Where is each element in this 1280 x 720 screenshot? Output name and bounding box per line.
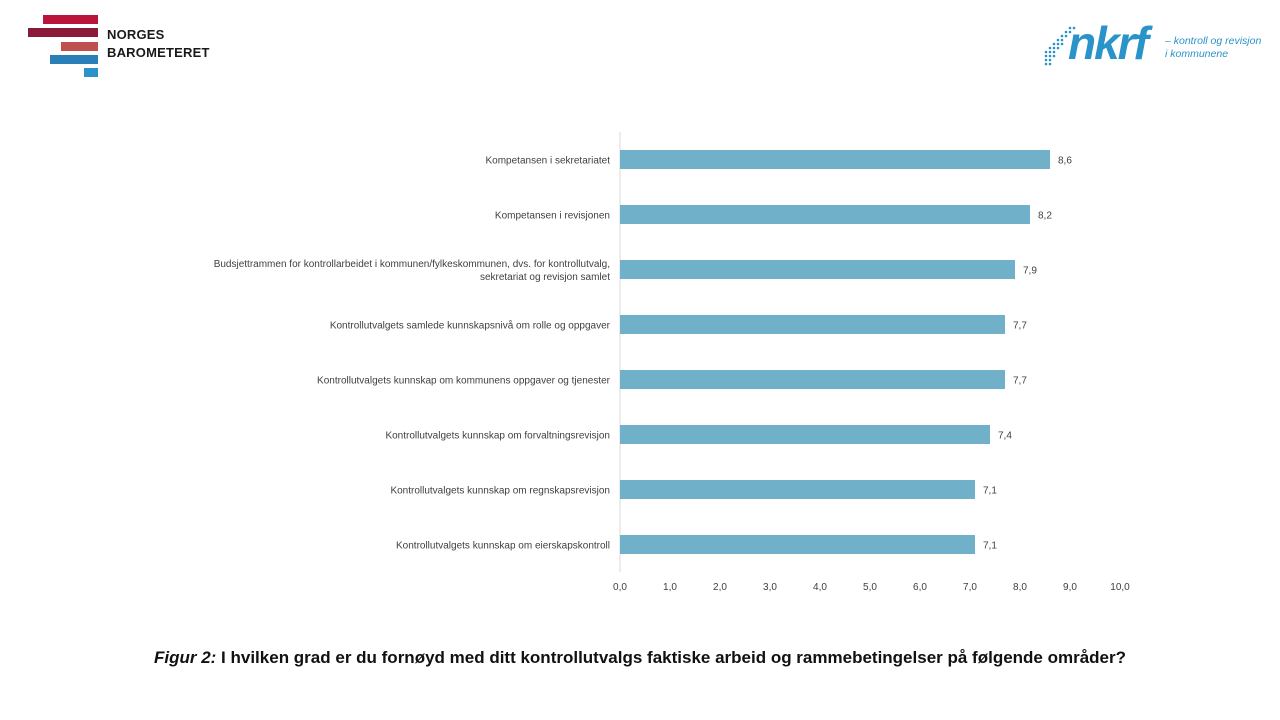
bar-chart: 8,6 Kompetansen i sekretariatet 8,2 Kompeta… [214,132,1130,593]
x-tick-label: 3,0 [763,582,777,593]
category-label: Kontrollutvalgets kunnskap om regnskapsr… [390,486,610,497]
bar [620,535,975,554]
data-label: 7,4 [998,431,1012,442]
x-tick-label: 8,0 [1013,582,1027,593]
x-tick-label: 10,0 [1110,582,1130,593]
category-label: Kontrollutvalgets samlede kunnskapsnivå … [330,320,611,332]
x-tick-label: 1,0 [663,582,677,593]
category-label-line: Budsjettrammen for kontrollarbeidet i ko… [214,259,610,270]
data-label: 7,1 [983,486,997,497]
norgesbarometeret-logo: NORGES BAROMETERET [0,0,260,90]
bar [620,150,1050,169]
x-tick-label: 2,0 [713,582,727,593]
bar [620,425,990,444]
category-label-line: Kontrollutvalgets kunnskap om forvaltnin… [385,431,610,442]
category-label-line: Kompetansen i revisjonen [495,211,610,222]
logo-stripe [84,68,98,77]
category-label: Kompetansen i sekretariatet [485,156,610,167]
data-label: 7,7 [1013,376,1027,387]
data-label: 7,7 [1013,321,1027,332]
logo-stripe [61,42,98,51]
x-tick-label: 7,0 [963,582,977,593]
category-label: Kontrollutvalgets kunnskap om eierskapsk… [396,541,610,552]
bar [620,260,1015,279]
logo-stripe [28,28,98,37]
brand-name-line1: NORGES [107,27,165,42]
figure-caption-text: I hvilken grad er du fornøyd med ditt ko… [216,648,1127,667]
bar [620,480,975,499]
nkrf-tagline-line1: – kontroll og revisjon [1165,35,1262,47]
logo-stripe [43,15,98,24]
category-label: Budsjettrammen for kontrollarbeidet i ko… [214,259,611,283]
category-label-line: Kontrollutvalgets kunnskap om eierskapsk… [396,541,610,552]
data-label: 7,1 [983,541,997,552]
data-label: 7,9 [1023,266,1037,277]
category-label-line: Kontrollutvalgets kunnskap om regnskapsr… [390,486,610,497]
nkrf-dots-icon [1044,26,1076,66]
x-tick-label: 9,0 [1063,582,1077,593]
category-label-line: sekretariat og revisjon samlet [480,272,610,283]
x-tick-label: 6,0 [913,582,927,593]
category-label-line: Kontrollutvalgets kunnskap om kommunens … [317,376,611,387]
nkrf-logo: nkrf – kontroll og revisjon i kommunene [1040,17,1270,78]
data-label: 8,2 [1038,211,1052,222]
nkrf-wordmark: nkrf [1068,17,1149,69]
brand-name-line2: BAROMETERET [107,45,210,60]
figure-caption-prefix: Figur 2: [153,648,217,667]
brand-name: NORGES BAROMETERET [107,26,210,62]
category-label-line: Kompetansen i sekretariatet [485,156,610,167]
nkrf-tagline-line2: i kommunene [1165,48,1229,60]
category-label-line: Kontrollutvalgets samlede kunnskapsnivå … [330,320,611,332]
x-tick-label: 4,0 [813,582,827,593]
x-tick-label: 5,0 [863,582,877,593]
data-label: 8,6 [1058,156,1072,167]
nkrf-tagline: – kontroll og revisjon i kommunene [1165,35,1261,61]
category-label: Kontrollutvalgets kunnskap om kommunens … [317,376,611,387]
bar [620,370,1005,389]
bar [620,205,1030,224]
figure-caption: Figur 2: I hvilken grad er du fornøyd me… [0,648,1280,668]
logo-stripe [50,55,98,64]
category-label: Kompetansen i revisjonen [495,211,610,222]
bar [620,315,1005,334]
category-label: Kontrollutvalgets kunnskap om forvaltnin… [385,431,610,442]
x-tick-label: 0,0 [613,582,627,593]
